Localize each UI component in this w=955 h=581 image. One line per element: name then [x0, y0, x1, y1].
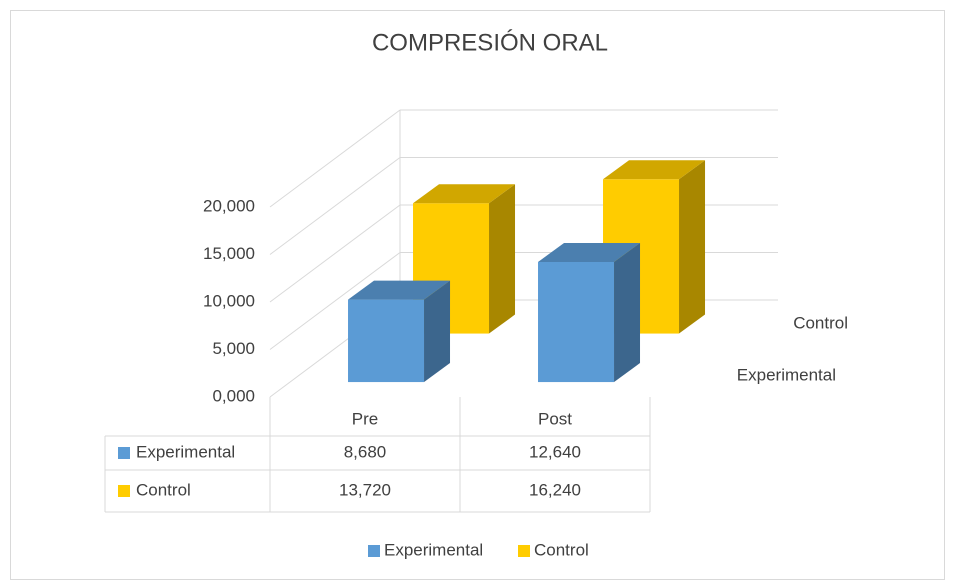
chart-title: COMPRESIÓN ORAL — [372, 29, 608, 56]
depth-label: Control — [793, 313, 848, 332]
bar-front — [538, 261, 615, 383]
grid-line — [269, 109, 401, 208]
table-value: 8,680 — [344, 442, 387, 461]
x-tick-label: Pre — [352, 409, 378, 428]
table-value: 16,240 — [529, 480, 581, 499]
x-tick-label: Post — [538, 409, 572, 428]
grid-line — [269, 252, 401, 350]
bar-side — [424, 280, 451, 383]
y-tick-label: 15,000 — [203, 244, 255, 263]
bar-top — [348, 280, 451, 300]
table-legend-key — [118, 485, 130, 497]
y-tick-label: 20,000 — [203, 196, 255, 215]
legend-label: Experimental — [384, 540, 483, 559]
bar-top — [538, 242, 641, 262]
bar-side — [679, 160, 706, 334]
bar-front — [348, 299, 425, 383]
table-legend-key — [118, 447, 130, 459]
legend-key — [368, 545, 380, 557]
y-tick-label: 10,000 — [203, 291, 255, 310]
table-row-label: Experimental — [136, 442, 235, 461]
legend-key — [518, 545, 530, 557]
bar-side — [614, 242, 641, 383]
data-table-lines — [104, 397, 651, 513]
y-tick-label: 0,000 — [212, 386, 255, 405]
grid-line — [269, 204, 401, 303]
depth-label: Experimental — [737, 365, 836, 384]
legend-label: Control — [534, 540, 589, 559]
bar-top — [603, 160, 706, 180]
bar-top — [413, 184, 516, 204]
table-row-label: Control — [136, 480, 191, 499]
y-tick-label: 5,000 — [212, 339, 255, 358]
table-value: 12,640 — [529, 442, 581, 461]
table-value: 13,720 — [339, 480, 391, 499]
bar-side — [489, 184, 516, 334]
grid-line — [269, 157, 401, 255]
